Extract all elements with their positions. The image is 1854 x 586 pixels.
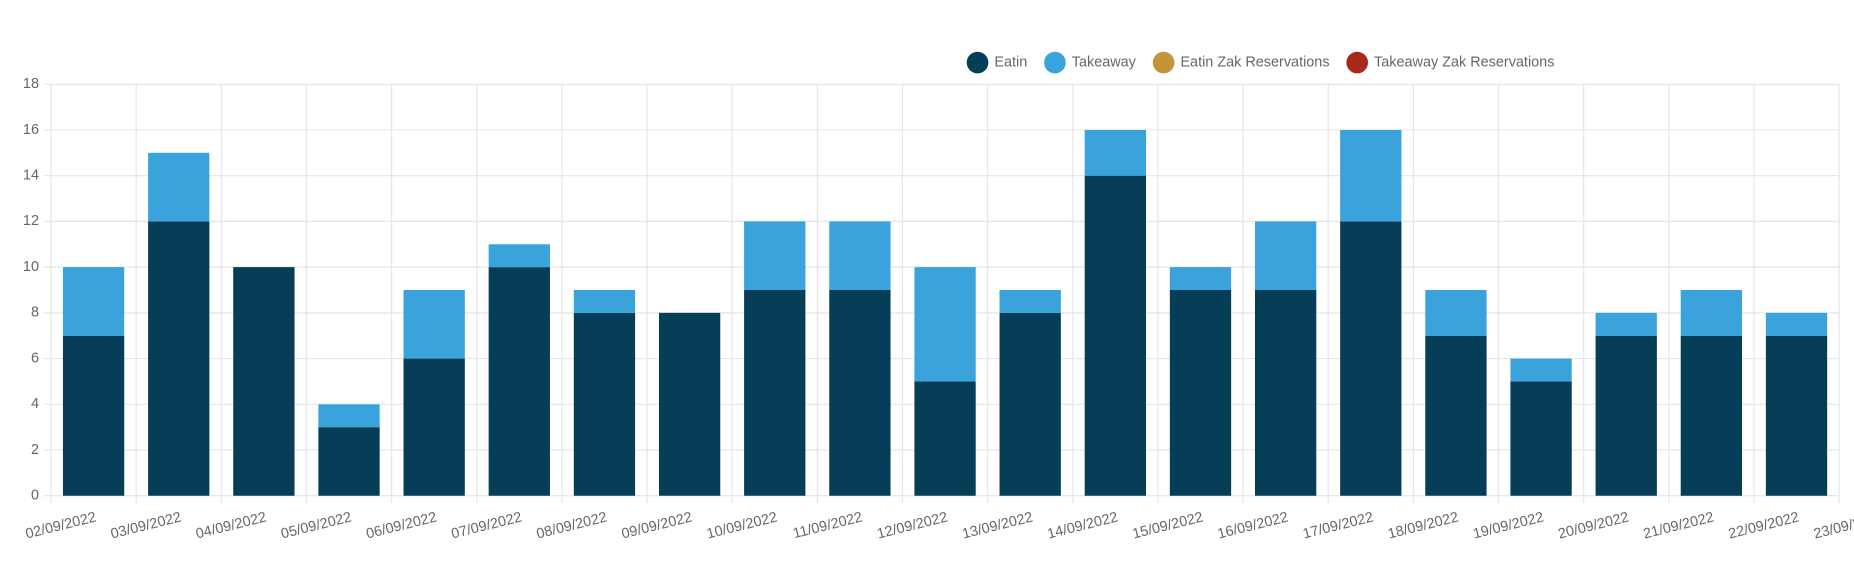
x-tick-label: 12/09/2022 bbox=[875, 509, 949, 542]
bar-segment bbox=[233, 267, 295, 496]
x-tick-label: 09/09/2022 bbox=[620, 509, 694, 542]
y-tick-label: 2 bbox=[31, 442, 39, 458]
bar-segment bbox=[999, 289, 1061, 313]
x-tick-label: 05/09/2022 bbox=[279, 509, 353, 542]
bar-segment bbox=[403, 358, 465, 496]
legend-label: Takeaway bbox=[1072, 54, 1137, 70]
x-tick-label: 19/09/2022 bbox=[1471, 509, 1545, 542]
y-tick-label: 18 bbox=[23, 76, 39, 92]
y-tick-label: 10 bbox=[23, 259, 39, 275]
x-tick-label: 03/09/2022 bbox=[109, 509, 183, 542]
bar-segment bbox=[318, 404, 380, 428]
legend-marker bbox=[1346, 51, 1369, 74]
bar-segment bbox=[62, 335, 125, 496]
bar-segment bbox=[403, 289, 465, 359]
bar-segment bbox=[1340, 221, 1402, 496]
x-tick-label: 21/09/2022 bbox=[1642, 509, 1716, 542]
x-tick-label: 02/09/2022 bbox=[24, 509, 98, 542]
bar-segment bbox=[1510, 358, 1572, 382]
legend-label: Takeaway Zak Reservations bbox=[1374, 54, 1554, 70]
bar-segment bbox=[914, 267, 976, 382]
bar-segment bbox=[1084, 175, 1146, 496]
bar-segment bbox=[62, 267, 125, 336]
bar-segment bbox=[573, 289, 636, 313]
x-tick-label: 07/09/2022 bbox=[450, 509, 524, 542]
y-tick-label: 4 bbox=[31, 396, 39, 412]
bar-segment bbox=[573, 312, 636, 496]
bar-segment bbox=[1169, 289, 1232, 496]
legend-label: Eatin Zak Reservations bbox=[1180, 54, 1329, 70]
x-tick-label: 23/09/2022 bbox=[1812, 509, 1854, 542]
legend-marker bbox=[966, 51, 989, 74]
bar-segment bbox=[488, 267, 550, 496]
bar-segment bbox=[148, 221, 210, 496]
legend-label: Eatin bbox=[994, 54, 1027, 70]
bar-segment bbox=[1340, 129, 1402, 222]
bar-segment bbox=[318, 427, 380, 496]
legend-marker bbox=[1152, 51, 1175, 74]
y-tick-label: 16 bbox=[23, 122, 39, 138]
bar-segment bbox=[744, 289, 806, 496]
x-tick-label: 16/09/2022 bbox=[1216, 509, 1290, 542]
x-tick-label: 11/09/2022 bbox=[791, 509, 864, 542]
bar-segment bbox=[999, 312, 1061, 496]
y-tick-label: 6 bbox=[31, 350, 39, 366]
x-tick-label: 15/09/2022 bbox=[1131, 509, 1205, 542]
bar-segment bbox=[1510, 381, 1572, 496]
x-tick-label: 14/09/2022 bbox=[1046, 509, 1120, 542]
x-tick-label: 10/09/2022 bbox=[705, 509, 779, 542]
x-tick-label: 18/09/2022 bbox=[1386, 509, 1460, 542]
bar-segment bbox=[829, 289, 891, 496]
bar-segment bbox=[829, 221, 891, 290]
y-tick-label: 12 bbox=[23, 213, 39, 229]
bar-segment bbox=[1595, 335, 1657, 496]
x-tick-label: 22/09/2022 bbox=[1727, 509, 1801, 542]
bar-segment bbox=[1680, 335, 1743, 496]
x-tick-label: 06/09/2022 bbox=[365, 509, 439, 542]
y-tick-label: 14 bbox=[23, 167, 39, 183]
bar-segment bbox=[148, 152, 210, 222]
bar-segment bbox=[1169, 267, 1232, 290]
x-tick-label: 13/09/2022 bbox=[961, 509, 1035, 542]
bar-segment bbox=[1425, 289, 1487, 336]
bar-segment bbox=[488, 244, 550, 268]
bar-segment bbox=[744, 221, 806, 290]
y-tick-label: 0 bbox=[31, 488, 39, 504]
bar-segment bbox=[1425, 335, 1487, 496]
bar-segment bbox=[1254, 289, 1317, 496]
bar-segment bbox=[1765, 312, 1828, 336]
y-tick-label: 8 bbox=[31, 305, 39, 321]
bar-segment bbox=[1595, 312, 1657, 336]
legend-marker bbox=[1044, 51, 1066, 74]
x-tick-label: 04/09/2022 bbox=[194, 509, 268, 542]
bar-segment bbox=[914, 381, 976, 496]
bar-segment bbox=[1680, 289, 1743, 336]
bar-segment bbox=[1254, 221, 1317, 290]
x-tick-label: 08/09/2022 bbox=[535, 509, 609, 542]
bar-segment bbox=[658, 312, 721, 496]
x-tick-label: 17/09/2022 bbox=[1301, 509, 1375, 542]
bar-segment bbox=[1084, 129, 1146, 176]
x-tick-label: 20/09/2022 bbox=[1557, 509, 1631, 542]
bar-segment bbox=[1765, 335, 1828, 496]
